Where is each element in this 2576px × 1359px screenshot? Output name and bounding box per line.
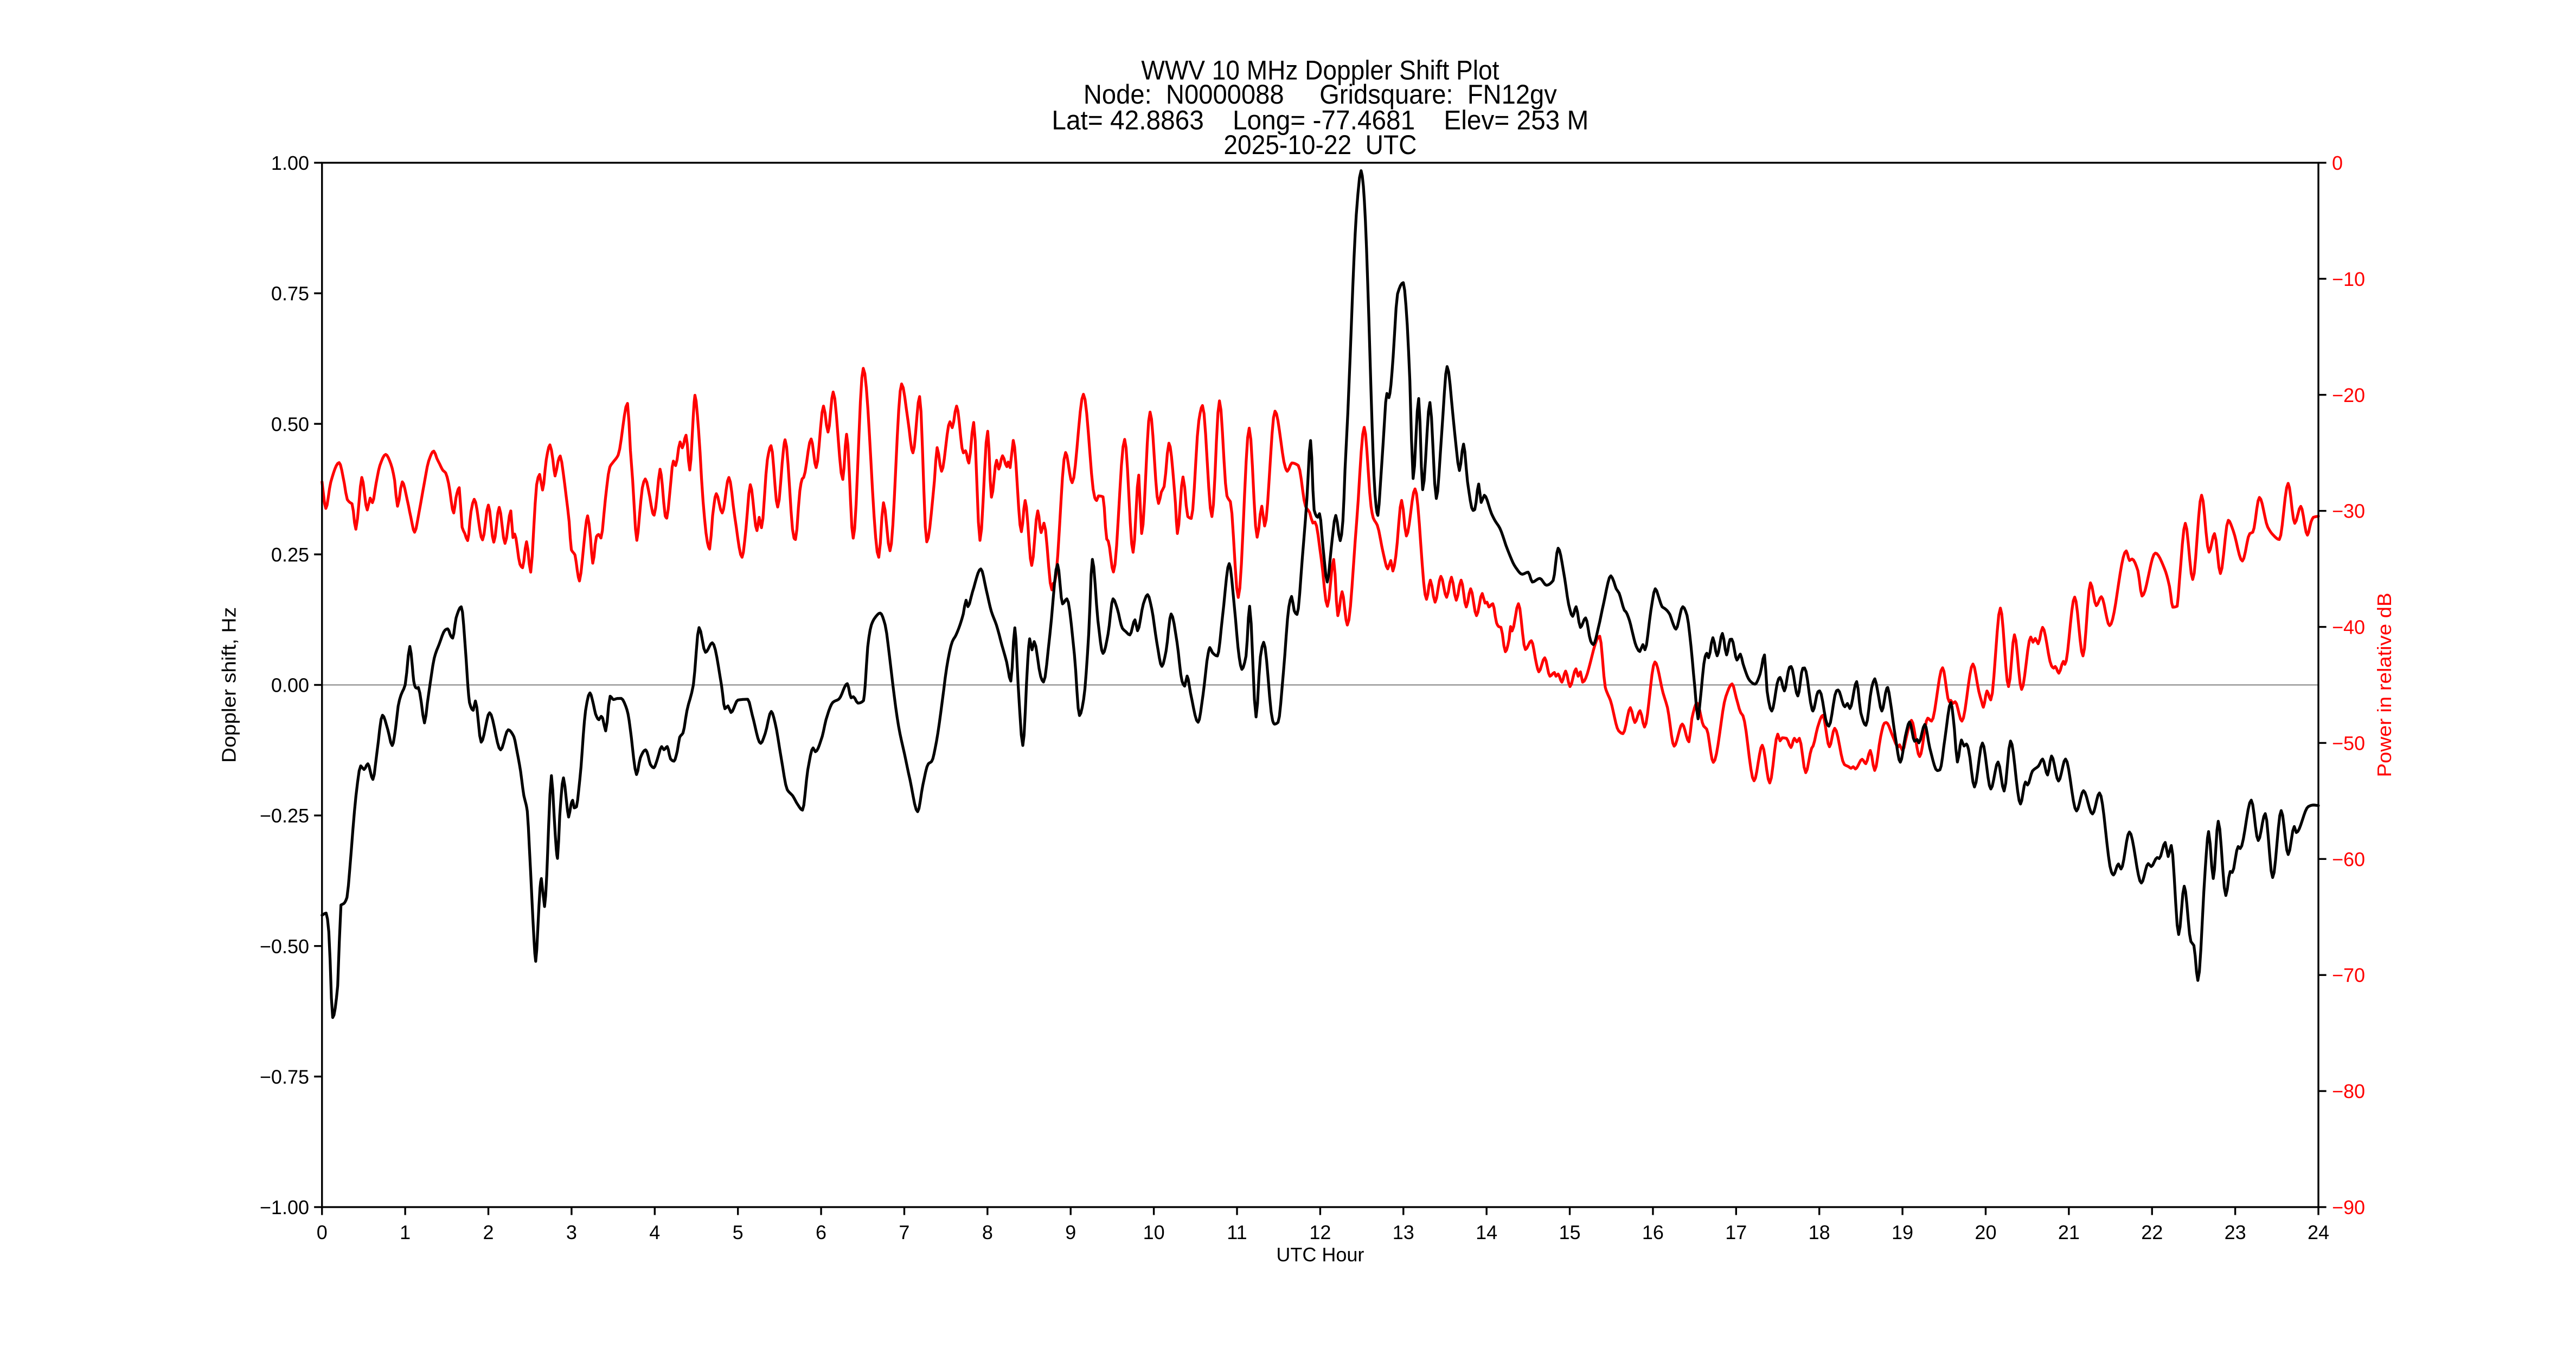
svg-text:−0.25: −0.25 [260, 805, 309, 827]
svg-text:−30: −30 [2332, 500, 2365, 522]
svg-text:11: 11 [1227, 1221, 1247, 1243]
svg-text:−50: −50 [2332, 732, 2365, 754]
svg-text:−0.75: −0.75 [260, 1065, 309, 1088]
svg-text:8: 8 [982, 1221, 993, 1243]
svg-text:4: 4 [649, 1221, 660, 1243]
svg-text:24: 24 [2308, 1221, 2329, 1243]
svg-text:Power in relative dB: Power in relative dB [2373, 593, 2395, 777]
svg-text:Doppler shift, Hz: Doppler shift, Hz [218, 607, 240, 763]
svg-text:1.00: 1.00 [271, 152, 309, 174]
svg-text:−0.50: −0.50 [260, 935, 309, 958]
svg-text:6: 6 [816, 1221, 826, 1243]
svg-text:22: 22 [2141, 1221, 2163, 1243]
svg-text:0: 0 [317, 1221, 328, 1243]
svg-text:Node: N0000088 Gridsquare: Node: N0000088 Gridsquare: FN12gv [1084, 79, 1557, 110]
svg-text:9: 9 [1065, 1221, 1076, 1243]
svg-text:21: 21 [2058, 1221, 2080, 1243]
svg-text:14: 14 [1476, 1221, 1497, 1243]
svg-text:10: 10 [1143, 1221, 1165, 1243]
svg-text:UTC Hour: UTC Hour [1276, 1243, 1364, 1266]
svg-text:−60: −60 [2332, 848, 2365, 870]
svg-text:2: 2 [483, 1221, 494, 1243]
svg-text:18: 18 [1809, 1221, 1830, 1243]
svg-text:−80: −80 [2332, 1080, 2365, 1102]
svg-text:23: 23 [2225, 1221, 2246, 1243]
svg-text:3: 3 [566, 1221, 577, 1243]
svg-text:−1.00: −1.00 [260, 1196, 309, 1218]
svg-text:0.50: 0.50 [271, 413, 309, 435]
svg-text:15: 15 [1559, 1221, 1581, 1243]
svg-text:−40: −40 [2332, 616, 2365, 639]
svg-text:5: 5 [733, 1221, 744, 1243]
svg-text:17: 17 [1725, 1221, 1747, 1243]
svg-text:−90: −90 [2332, 1196, 2365, 1218]
svg-text:−20: −20 [2332, 384, 2365, 406]
svg-text:0.00: 0.00 [271, 674, 309, 697]
svg-text:−10: −10 [2332, 268, 2365, 290]
svg-text:2025-10-22 UTC: 2025-10-22 UTC [1223, 130, 1417, 160]
svg-text:1: 1 [400, 1221, 411, 1243]
svg-text:WWV 10 MHz Doppler Shift Plot: WWV 10 MHz Doppler Shift Plot [1141, 55, 1499, 86]
svg-text:−70: −70 [2332, 964, 2365, 986]
svg-text:19: 19 [1892, 1221, 1913, 1243]
svg-text:Lat= 42.8863 Long= -77.4681: Lat= 42.8863 Long= -77.4681 Elev= 253 M [1052, 105, 1588, 136]
svg-text:0.75: 0.75 [271, 283, 309, 305]
svg-text:12: 12 [1309, 1221, 1331, 1243]
svg-text:16: 16 [1642, 1221, 1664, 1243]
svg-text:20: 20 [1975, 1221, 1996, 1243]
svg-text:0: 0 [2332, 152, 2343, 174]
svg-text:0.25: 0.25 [271, 544, 309, 566]
svg-text:13: 13 [1393, 1221, 1414, 1243]
svg-text:7: 7 [899, 1221, 909, 1243]
